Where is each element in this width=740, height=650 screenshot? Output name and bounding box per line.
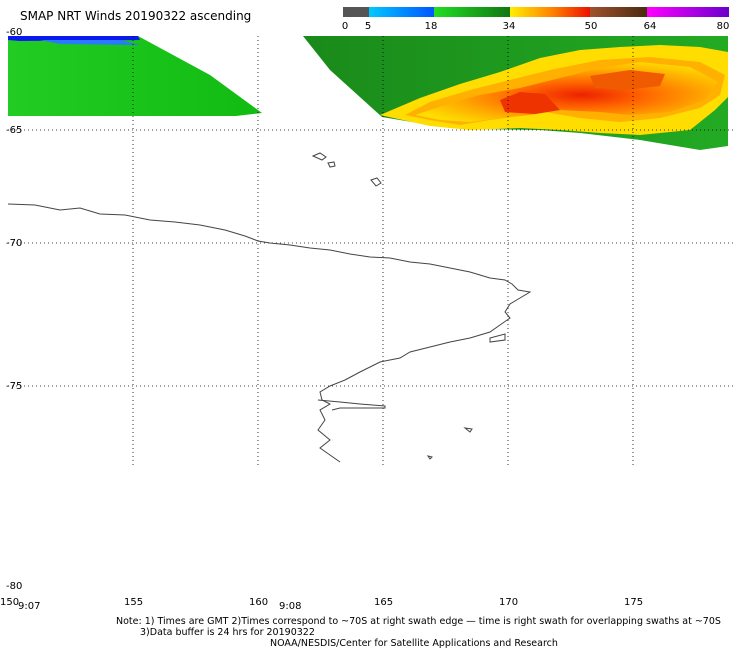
legend-tick: 64	[643, 21, 657, 32]
lat-label: -80	[6, 581, 22, 592]
legend-tick: 0	[341, 21, 349, 32]
legend-color-bar	[343, 7, 729, 17]
legend-swatch-yellow-red	[510, 7, 590, 17]
lon-label: 175	[624, 597, 643, 608]
legend-swatch-green	[434, 7, 510, 17]
legend-tick: 80	[716, 21, 730, 32]
lat-label: -65	[6, 125, 22, 136]
swath-time: 9:08	[279, 601, 301, 612]
legend-tick: 5	[364, 21, 372, 32]
longitude-labels: 150 155 160 165 170 175	[0, 597, 643, 608]
wind-swath-left	[8, 36, 262, 116]
legend-swatch-brown	[590, 7, 647, 17]
lat-label: -75	[6, 381, 22, 392]
legend-swatch-blue	[369, 7, 434, 17]
coastline	[7, 152, 532, 463]
wind-speed-legend: 0 5 18 34 50 64 80	[341, 7, 730, 33]
legend-tick: 34	[502, 21, 516, 32]
legend-swatch-gray	[343, 7, 369, 17]
map-title: SMAP NRT Winds 20190322 ascending	[20, 9, 252, 23]
note-line-2: 3)Data buffer is 24 hrs for 20190322	[140, 627, 315, 638]
lon-label: 160	[249, 597, 268, 608]
latitude-labels: -60 -65 -70 -75 -80	[6, 27, 22, 592]
lon-label: 150	[0, 597, 19, 608]
lon-label: 165	[374, 597, 393, 608]
legend-tick: 50	[584, 21, 598, 32]
lon-label: 170	[499, 597, 518, 608]
lat-label: -70	[6, 238, 22, 249]
lat-label: -60	[6, 27, 22, 38]
wind-swath-right	[303, 36, 728, 150]
note-line-1: Note: 1) Times are GMT 2)Times correspon…	[116, 616, 721, 627]
swath-time: 9:07	[18, 601, 40, 612]
legend-tick: 18	[424, 21, 438, 32]
legend-swatch-purple	[647, 7, 729, 17]
lon-label: 155	[124, 597, 143, 608]
credit-line: NOAA/NESDIS/Center for Satellite Applica…	[270, 638, 558, 649]
swath-time-labels: 9:07 9:08	[18, 601, 301, 612]
